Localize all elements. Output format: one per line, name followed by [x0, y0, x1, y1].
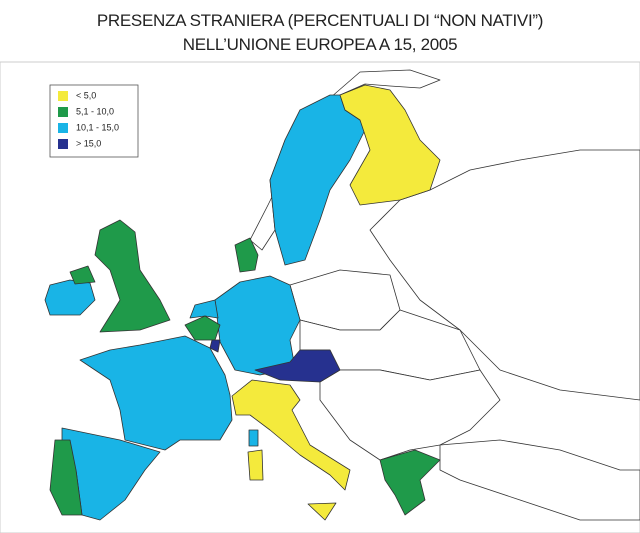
island	[307, 502, 337, 521]
legend-label: < 5,0	[76, 90, 96, 100]
map	[0, 61, 640, 533]
legend-label: 5,1 - 10,0	[76, 106, 114, 116]
country	[214, 275, 301, 376]
country	[254, 349, 341, 383]
legend-swatch	[58, 107, 68, 117]
legend: < 5,0 5,1 - 10,0 10,1 - 15,0 > 15,0	[49, 84, 139, 158]
legend-label: 10,1 - 15,0	[76, 122, 119, 132]
country	[184, 315, 221, 341]
country	[439, 439, 640, 521]
country	[231, 379, 351, 491]
country	[234, 237, 259, 273]
country	[369, 149, 640, 401]
legend-swatch	[58, 139, 68, 149]
legend-label: > 15,0	[76, 138, 101, 148]
country	[339, 84, 441, 206]
country	[94, 219, 171, 333]
title-line: PRESENZA STRANIERA (PERCENTUALI DI “NON …	[97, 11, 543, 30]
island	[247, 449, 264, 481]
country	[189, 299, 219, 319]
island	[248, 429, 259, 447]
title-line: NELL’UNIONE EUROPEA A 15, 2005	[183, 35, 457, 54]
country	[79, 335, 233, 451]
legend-swatch	[58, 91, 68, 101]
country	[209, 339, 221, 353]
country	[69, 265, 96, 285]
country	[49, 439, 83, 516]
legend-swatch	[58, 123, 68, 133]
country	[379, 449, 441, 516]
